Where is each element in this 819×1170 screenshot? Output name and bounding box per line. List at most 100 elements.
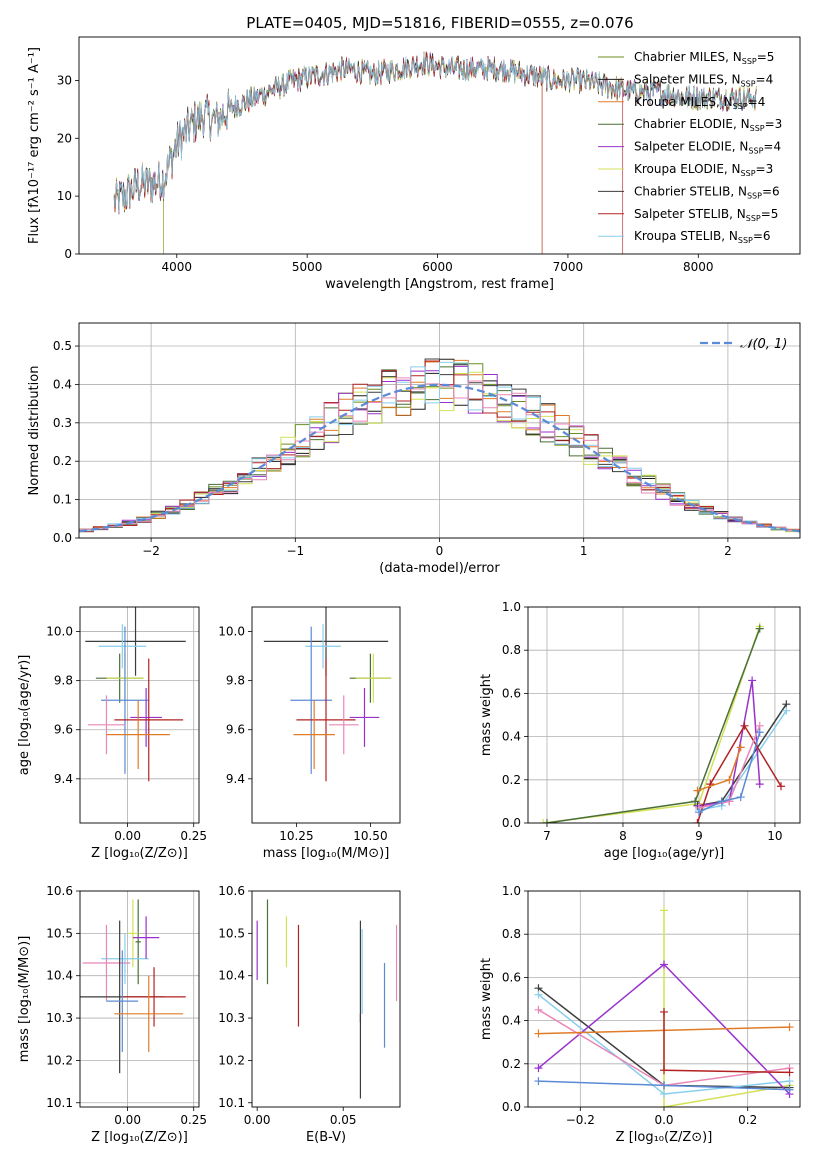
legend-label: Chabrier MILES, NSSP=5 bbox=[634, 50, 774, 66]
y-tick-label: 10.0 bbox=[218, 625, 245, 639]
y-tick-label: 10.6 bbox=[218, 884, 245, 898]
y-tick-label: 0.0 bbox=[502, 1100, 521, 1114]
x-tick-label: 10.50 bbox=[353, 829, 387, 843]
y-tick-label: 10.6 bbox=[46, 884, 73, 898]
y-tick-label: 10.5 bbox=[218, 926, 245, 940]
residual-step-9 bbox=[79, 377, 800, 532]
x-axis-label: Z [log₁₀(Z/Z⊙)] bbox=[616, 1130, 713, 1145]
series-line-8 bbox=[698, 732, 761, 813]
spectrum-lines bbox=[113, 51, 757, 254]
series-marker-5 bbox=[785, 1023, 794, 1032]
x-tick-label: 0 bbox=[436, 544, 444, 558]
axes-frame bbox=[78, 322, 801, 539]
x-tick-label: 0.25 bbox=[180, 1113, 207, 1127]
y-tick-label: 0.8 bbox=[502, 927, 521, 941]
series-marker-7 bbox=[660, 1081, 668, 1090]
x-axis-label: mass [log₁₀(M/M⊙)] bbox=[263, 846, 390, 861]
y-tick-label: 0.2 bbox=[502, 1057, 521, 1071]
legend-count: =5 bbox=[761, 207, 779, 221]
legend-count: =5 bbox=[757, 50, 775, 64]
age-vs-mass-panel: 10.25 10.50 9.4 9.6 9.8 10.0 mass [log₁₀(M/M⊙)… bbox=[218, 606, 401, 861]
axes-frame bbox=[79, 606, 200, 824]
x-tick-label: −0.2 bbox=[566, 1113, 595, 1127]
series-marker-8 bbox=[717, 797, 726, 806]
x-tick-label: 0.00 bbox=[244, 1113, 271, 1127]
legend-subscript: SSP bbox=[742, 57, 757, 66]
legend-subscript: SSP bbox=[738, 236, 753, 245]
series-line-6 bbox=[663, 1012, 790, 1074]
legend-count: =6 bbox=[753, 229, 771, 243]
legend-count: =3 bbox=[756, 162, 774, 176]
legend-label: Kroupa ELODIE, NSSP=3 bbox=[634, 162, 773, 178]
y-tick-label: 0.2 bbox=[502, 773, 521, 787]
series-line-5 bbox=[696, 724, 782, 823]
legend-count: =6 bbox=[762, 184, 780, 198]
x-tick-label: 0.25 bbox=[180, 829, 207, 843]
axes-frame bbox=[251, 606, 401, 824]
y-axis-label: age [log₁₀(age/yr)] bbox=[17, 655, 32, 776]
weight-vs-Z-lines bbox=[534, 906, 794, 1107]
legend-label: Salpeter STELIB, NSSP=5 bbox=[634, 207, 778, 223]
y-tick-label: 30 bbox=[57, 73, 72, 87]
x-tick-label: 5000 bbox=[292, 260, 323, 274]
x-axis-label: Z [log₁₀(Z/Z⊙)] bbox=[91, 1130, 188, 1145]
legend-label: Salpeter ELODIE, NSSP=4 bbox=[634, 140, 781, 156]
legend-subscript: SSP bbox=[733, 102, 748, 111]
legend-subscript: SSP bbox=[741, 169, 756, 178]
x-tick-label: 10.25 bbox=[279, 829, 313, 843]
series-marker-5 bbox=[693, 819, 702, 823]
x-tick-label: 0.05 bbox=[330, 1113, 357, 1127]
y-tick-label: 10.1 bbox=[46, 1096, 73, 1110]
y-tick-label: 0.5 bbox=[53, 339, 72, 353]
x-axis-label: (data-model)/error bbox=[379, 561, 500, 576]
axes-frame bbox=[527, 606, 801, 824]
y-tick-label: 9.6 bbox=[54, 723, 73, 737]
x-tick-label: 2 bbox=[724, 544, 732, 558]
axes-frame bbox=[78, 36, 801, 255]
y-tick-label: 10.4 bbox=[46, 969, 73, 983]
legend-label: Chabrier ELODIE, NSSP=3 bbox=[634, 117, 782, 133]
spectrum-legend: Chabrier MILES, NSSP=5 Salpeter MILES, NS… bbox=[598, 50, 782, 245]
figure-title: PLATE=0405, MJD=51816, FIBERID=0555, z=0… bbox=[246, 14, 633, 32]
legend-subscript: SSP bbox=[747, 191, 762, 200]
series-marker-6 bbox=[736, 743, 745, 752]
series-marker-2 bbox=[785, 1077, 794, 1086]
legend-label: Chabrier STELIB, NSSP=6 bbox=[634, 184, 780, 200]
y-tick-label: 0.0 bbox=[53, 531, 72, 545]
y-tick-label: 0 bbox=[64, 247, 72, 261]
series-line-1 bbox=[546, 628, 761, 823]
series-marker-7 bbox=[534, 1077, 543, 1086]
series-marker-6 bbox=[660, 1007, 668, 1016]
series-marker-1 bbox=[755, 624, 764, 633]
y-tick-label: 10.3 bbox=[46, 1011, 73, 1025]
series-marker-4 bbox=[755, 780, 764, 789]
legend-label: 𝒩(0, 1) bbox=[740, 337, 787, 352]
series-marker-3 bbox=[782, 706, 791, 715]
series-marker-3 bbox=[534, 1064, 543, 1073]
y-tick-label: 0.2 bbox=[53, 454, 72, 468]
x-tick-label: −2 bbox=[142, 544, 160, 558]
x-axis-label: Z [log₁₀(Z/Z⊙)] bbox=[91, 846, 188, 861]
legend-label: Kroupa MILES, NSSP=4 bbox=[634, 95, 765, 111]
mass-vs-Z-points bbox=[80, 899, 186, 1074]
y-tick-label: 0.8 bbox=[502, 643, 521, 657]
legend-subscript: SSP bbox=[748, 147, 763, 156]
weight-vs-Z-panel: −0.2 0.0 0.2 0.0 0.2 0.4 0.6 0.8 1.0 Z [log₁₀(Z/Z… bbox=[479, 884, 801, 1145]
y-tick-label: 10.0 bbox=[46, 625, 73, 639]
series-marker-1 bbox=[691, 797, 700, 806]
series-marker-4 bbox=[748, 676, 757, 685]
x-tick-label: 0.00 bbox=[114, 829, 141, 843]
age-vs-Z-panel: 0.00 0.25 9.4 9.6 9.8 10.0 Z [log₁₀(Z/Z⊙)] age … bbox=[17, 606, 207, 861]
legend-label: Kroupa STELIB, NSSP=6 bbox=[634, 229, 771, 245]
x-tick-label: 4000 bbox=[162, 260, 193, 274]
series-marker-3 bbox=[660, 960, 668, 969]
x-axis-label: wavelength [Angstrom, rest frame] bbox=[325, 277, 554, 292]
y-axis-label: Normed distribution bbox=[27, 366, 42, 496]
legend-label: Salpeter MILES, NSSP=4 bbox=[634, 72, 773, 88]
axes-frame bbox=[251, 890, 401, 1108]
y-tick-label: 9.6 bbox=[226, 723, 245, 737]
y-axis-label: Flux [fλ10⁻¹⁷ erg cm⁻² s⁻¹ A⁻¹] bbox=[27, 47, 42, 244]
y-tick-label: 10.1 bbox=[218, 1096, 245, 1110]
series-line-0 bbox=[663, 910, 790, 1107]
